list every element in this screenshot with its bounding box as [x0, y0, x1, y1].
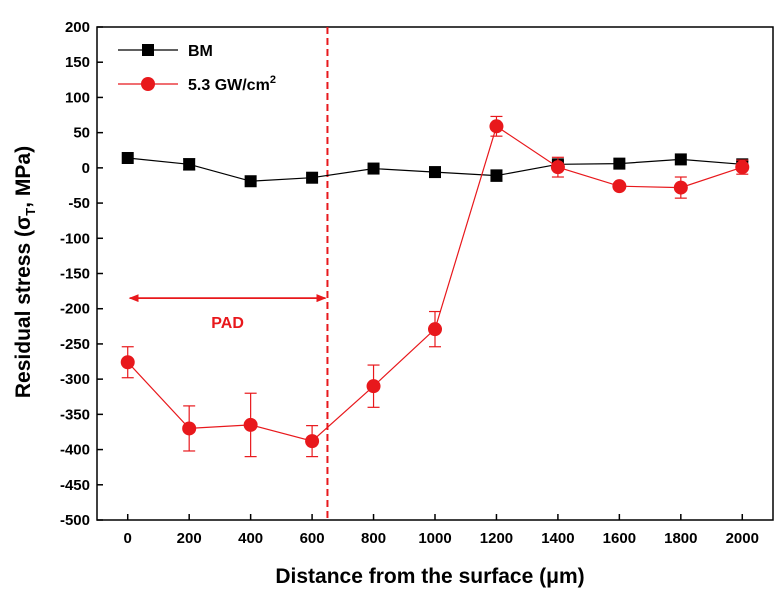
y-tick-label: -450 [60, 477, 90, 494]
data-point-laser [673, 180, 688, 195]
y-axis-title-subscript: T [23, 208, 38, 216]
data-point-laser [550, 160, 565, 175]
x-tick-label: 1000 [418, 530, 451, 547]
pad-label: PAD [211, 315, 244, 332]
x-tick-label: 600 [300, 530, 325, 547]
x-tick-label: 1800 [664, 530, 697, 547]
data-point-laser [305, 434, 320, 449]
y-tick-label: -50 [68, 195, 90, 212]
legend-label-laser-main: 5.3 GW/cm [188, 77, 270, 94]
plot-frame [96, 26, 774, 521]
y-tick-label: 150 [65, 54, 90, 71]
y-axis-title-tail: , MPa) [12, 146, 35, 208]
y-tick-label: 100 [65, 89, 90, 106]
y-tick-label: -350 [60, 406, 90, 423]
data-point-bm [367, 162, 380, 175]
legend-label-laser-superscript: 2 [270, 74, 276, 86]
y-tick-label: -250 [60, 336, 90, 353]
y-tick-label: -200 [60, 301, 90, 318]
y-tick-label: -500 [60, 512, 90, 529]
y-axis-title-main: Residual stress (σ [12, 216, 35, 398]
pad-annotation-group: PAD [128, 294, 327, 332]
x-tick-label: 1400 [541, 530, 574, 547]
legend-label-laser: 5.3 GW/cm2 [188, 74, 276, 94]
x-tick-label: 1600 [603, 530, 636, 547]
legend: BM 5.3 GW/cm2 [118, 43, 276, 94]
data-point-bm [183, 158, 196, 171]
data-point-laser [120, 355, 135, 370]
x-tick-label: 200 [177, 530, 202, 547]
data-point-bm [674, 153, 687, 166]
y-tick-label: -400 [60, 442, 90, 459]
x-tick-label: 0 [124, 530, 132, 547]
data-point-laser [489, 119, 504, 134]
y-tick-label: -100 [60, 230, 90, 247]
axes [96, 26, 774, 521]
data-point-laser [243, 417, 258, 432]
y-tick-label: 0 [82, 160, 90, 177]
x-axis-title: Distance from the surface (μm) [275, 565, 584, 588]
x-tick-label: 2000 [726, 530, 759, 547]
data-point-laser [366, 379, 381, 394]
y-tick-label: -150 [60, 266, 90, 283]
data-point-bm [121, 151, 134, 164]
data-point-bm [429, 166, 441, 179]
data-point-laser [182, 421, 197, 436]
x-tick-label: 1200 [480, 530, 513, 547]
y-tick-label: 50 [73, 125, 90, 142]
x-tick-label: 800 [361, 530, 386, 547]
data-point-bm [490, 169, 503, 182]
legend-label-bm: BM [188, 43, 213, 60]
x-tick-label: 400 [238, 530, 263, 547]
data-point-bm [306, 171, 319, 184]
y-axis-ticks: 200 150 100 50 0 -50 -100 -150 -200 -250 -300 -350 -… [60, 19, 103, 529]
series-group [120, 115, 750, 458]
legend-marker-laser [141, 77, 155, 91]
data-point-bm [244, 175, 257, 188]
data-point-bm [613, 157, 626, 170]
y-tick-label: 200 [65, 19, 90, 36]
y-axis-title: Residual stress (σT, MPa) [12, 146, 38, 398]
data-point-laser [428, 322, 442, 337]
x-axis-ticks: 0 200 400 600 800 1000 1200 1400 1600 1800 2000 [124, 514, 759, 547]
legend-marker-bm [142, 44, 154, 56]
data-point-laser [735, 160, 750, 175]
y-tick-label: -300 [60, 371, 90, 388]
data-point-laser [612, 179, 627, 194]
